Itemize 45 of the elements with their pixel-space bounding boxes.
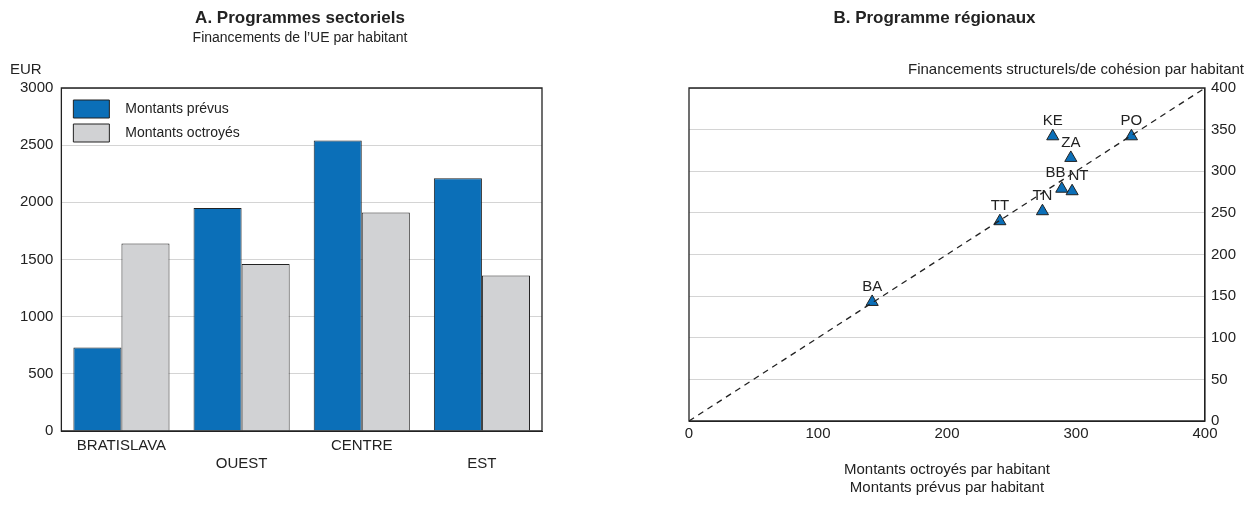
legend-label: Montants octroyés bbox=[125, 123, 240, 140]
point bbox=[1124, 128, 1139, 141]
y-tick-label: 500 bbox=[28, 363, 54, 381]
x-tick-label: BRATISLAVA bbox=[76, 436, 167, 454]
point bbox=[1046, 128, 1060, 141]
y-tick-label: 250 bbox=[1210, 203, 1236, 221]
annotation: KE bbox=[1042, 110, 1063, 128]
y-axis-title: EUR bbox=[10, 60, 42, 77]
legend-label: Montants prévus bbox=[125, 99, 229, 116]
x-tick-label: 300 bbox=[1063, 424, 1089, 442]
x-axis-title: Montants octroyés par habitant Montants prévus par habitant bbox=[844, 460, 1051, 496]
point bbox=[1064, 150, 1078, 162]
y-tick-label: 2000 bbox=[19, 192, 54, 210]
y-tick-label: 350 bbox=[1210, 119, 1236, 137]
x-tick-label: 0 bbox=[684, 424, 694, 442]
chart-title: B. Programme régionaux bbox=[832, 8, 1037, 28]
x-tick-label: CENTRE bbox=[330, 436, 393, 454]
y-tick-label: 3000 bbox=[19, 78, 54, 96]
annotation: NT bbox=[1068, 165, 1089, 183]
annotation: BA bbox=[862, 276, 883, 294]
annotation: BB bbox=[1045, 163, 1066, 181]
x-tick-label: 100 bbox=[805, 424, 831, 442]
y-tick-label: 150 bbox=[1210, 286, 1236, 304]
point bbox=[1035, 203, 1049, 216]
y-tick-label: 200 bbox=[1210, 244, 1236, 262]
point bbox=[1055, 181, 1069, 193]
annotation: TT bbox=[990, 195, 1010, 213]
x-tick-label: 200 bbox=[934, 424, 960, 442]
annotation: ZA bbox=[1061, 132, 1081, 150]
x-tick-label: OUEST bbox=[215, 454, 268, 472]
y-tick-label: 300 bbox=[1210, 161, 1236, 179]
y-tick-label: 2500 bbox=[19, 135, 54, 153]
y-tick-label: 0 bbox=[1210, 411, 1220, 429]
point bbox=[1065, 183, 1079, 196]
chart-title: A. Programmes sectoriels bbox=[194, 8, 406, 28]
chart-subtitle: Financements de l’UE par habitant bbox=[191, 29, 409, 45]
x-tick-label: EST bbox=[467, 454, 497, 472]
annotation: TN bbox=[1032, 185, 1053, 203]
y-tick-label: 100 bbox=[1210, 327, 1236, 345]
annotation: PO bbox=[1120, 110, 1143, 128]
y-tick-label: 1000 bbox=[19, 306, 54, 324]
y-tick-label: 50 bbox=[1210, 369, 1228, 387]
y-tick-label: 400 bbox=[1210, 78, 1236, 96]
y-tick-label: 1500 bbox=[19, 249, 54, 267]
y-axis-title: Financements structurels/de cohésion par habitant bbox=[907, 60, 1244, 77]
